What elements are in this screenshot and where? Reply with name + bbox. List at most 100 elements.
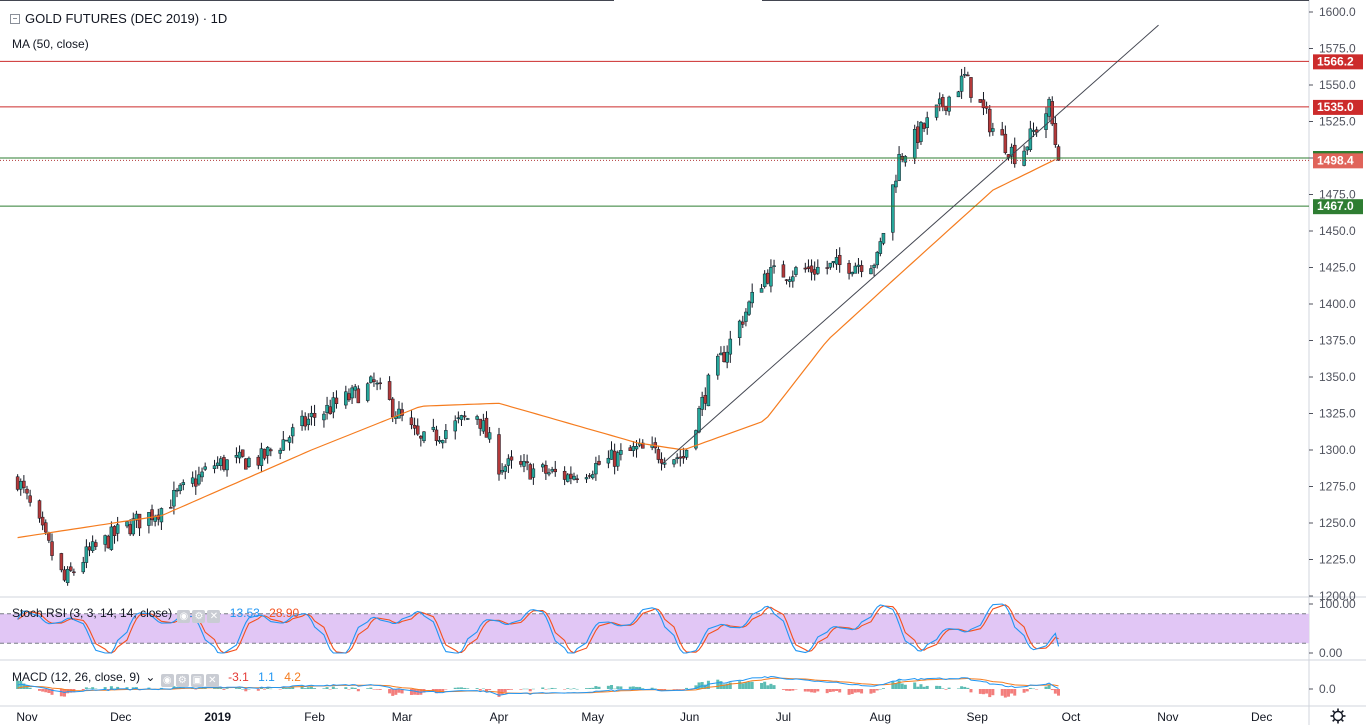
candle-body <box>503 466 507 472</box>
macd-histogram-bar <box>1035 689 1039 690</box>
candle-body <box>750 291 754 304</box>
candle-body <box>437 440 442 443</box>
symbol-legend[interactable]: GOLD FUTURES (DEC 2019) · 1D <box>10 11 227 26</box>
candle-body <box>741 321 745 325</box>
candle-body <box>594 463 598 475</box>
time-tick-label: Oct <box>1062 710 1081 724</box>
stoch-rsi-label: Stoch RSI (3, 3, 14, 14, close) <box>12 606 173 620</box>
candle-body <box>875 252 879 266</box>
candle-body <box>331 397 336 413</box>
candle-body <box>831 261 836 264</box>
macd-histogram-bar <box>38 689 42 691</box>
macd-histogram-bar <box>375 689 379 690</box>
candle-body <box>47 532 51 541</box>
candle-body <box>575 478 579 481</box>
time-tick-label: Nov <box>16 710 37 724</box>
macd-histogram-bar <box>981 689 985 695</box>
candle-body <box>747 301 751 315</box>
candle-body <box>456 417 461 419</box>
last-price-label: 1498.4 <box>1317 153 1354 167</box>
macd-histogram-bar <box>628 686 632 689</box>
price-tick-label: 1400.0 <box>1319 297 1356 311</box>
macd-histogram-bar <box>681 689 685 690</box>
stoch-k-value: 13.53 <box>229 606 260 620</box>
level-label-box <box>1313 99 1363 115</box>
macd-histogram-bar <box>103 687 107 689</box>
macd-histogram-bar <box>719 681 723 689</box>
candle-body <box>1000 129 1004 136</box>
macd-histogram-bar <box>619 686 623 689</box>
stoch-rsi-legend[interactable]: Stoch RSI (3, 3, 14, 14, close) ◉ ⚙ ✕ 13.5… <box>12 606 299 623</box>
visibility-icon[interactable]: ◉ <box>177 610 191 623</box>
macd-histogram-bar <box>613 688 617 690</box>
visibility-icon[interactable]: ◉ <box>160 674 174 687</box>
macd-histogram-bar <box>1013 689 1017 696</box>
candle-body <box>37 500 42 519</box>
macd-histogram-bar <box>525 688 529 690</box>
macd-histogram-bar <box>69 689 73 693</box>
price-tick-label: 1250.0 <box>1319 516 1356 530</box>
lock-icon[interactable]: ▣ <box>190 674 204 687</box>
remove-icon[interactable]: ✕ <box>205 674 219 687</box>
remove-icon[interactable]: ✕ <box>207 610 221 623</box>
macd-histogram-bar <box>675 689 679 690</box>
candle-body <box>631 446 636 451</box>
ma-legend[interactable]: MA (50, close) <box>12 37 89 51</box>
collapse-icon[interactable] <box>10 14 20 24</box>
macd-histogram-bar <box>606 685 610 689</box>
macd-histogram-bar <box>925 685 929 689</box>
chevron-down-icon[interactable]: ⌄ <box>145 670 156 684</box>
macd-legend[interactable]: MACD (12, 26, close, 9) ⌄ ◉ ⚙ ▣ ✕ -3.1 1.1 … <box>12 670 301 687</box>
macd-histogram-bar <box>810 689 814 693</box>
candle-body <box>903 156 908 163</box>
macd-histogram-bar <box>300 685 304 689</box>
level-label-box <box>1313 199 1363 215</box>
macd-histogram-bar <box>388 689 392 694</box>
time-tick-label: Nov <box>1157 710 1178 724</box>
candle-body <box>44 522 48 533</box>
macd-line <box>17 675 1059 696</box>
candle-body <box>431 426 436 430</box>
macd-histogram-bar <box>269 688 273 690</box>
candle-body <box>478 418 482 429</box>
macd-histogram-bar <box>897 680 901 689</box>
candle-body <box>881 232 886 244</box>
candle-body <box>737 320 742 338</box>
gear-icon[interactable] <box>1330 708 1346 724</box>
stoch-tick-label: 100.00 <box>1319 597 1356 611</box>
candle-body <box>562 470 567 480</box>
macd-histogram-bar <box>266 687 270 689</box>
macd-histogram-bar <box>234 688 238 689</box>
candle-body <box>678 456 683 459</box>
level-label: 1535.0 <box>1317 100 1354 114</box>
macd-histogram-bar <box>631 686 635 689</box>
settings-icon[interactable]: ⚙ <box>175 674 189 687</box>
macd-histogram-bar <box>409 689 413 695</box>
macd-histogram-bar <box>284 687 288 689</box>
price-tick-label: 1425.0 <box>1319 261 1356 275</box>
candle-body <box>872 264 876 268</box>
candle-body <box>722 352 726 363</box>
macd-histogram-bar <box>91 687 95 689</box>
candle-body <box>169 507 173 509</box>
macd-histogram-bar <box>553 688 557 689</box>
candle-body <box>547 472 551 475</box>
candle-body <box>278 449 282 454</box>
macd-histogram-bar <box>806 689 810 692</box>
candle-body <box>912 129 917 159</box>
macd-histogram-bar <box>563 689 567 690</box>
candle-body <box>922 123 926 129</box>
candle-body <box>481 420 486 432</box>
candle-body <box>878 241 883 254</box>
candle-body <box>869 268 873 275</box>
trendline <box>661 24 1159 465</box>
candle-body <box>891 184 895 233</box>
candle-body <box>109 526 114 550</box>
settings-icon[interactable]: ⚙ <box>192 610 206 623</box>
candle-body <box>106 535 111 549</box>
time-tick-label: Dec <box>1251 710 1272 724</box>
price-tick-label: 1300.0 <box>1319 443 1356 457</box>
price-tick-label: 1275.0 <box>1319 480 1356 494</box>
candle-body <box>62 569 67 581</box>
